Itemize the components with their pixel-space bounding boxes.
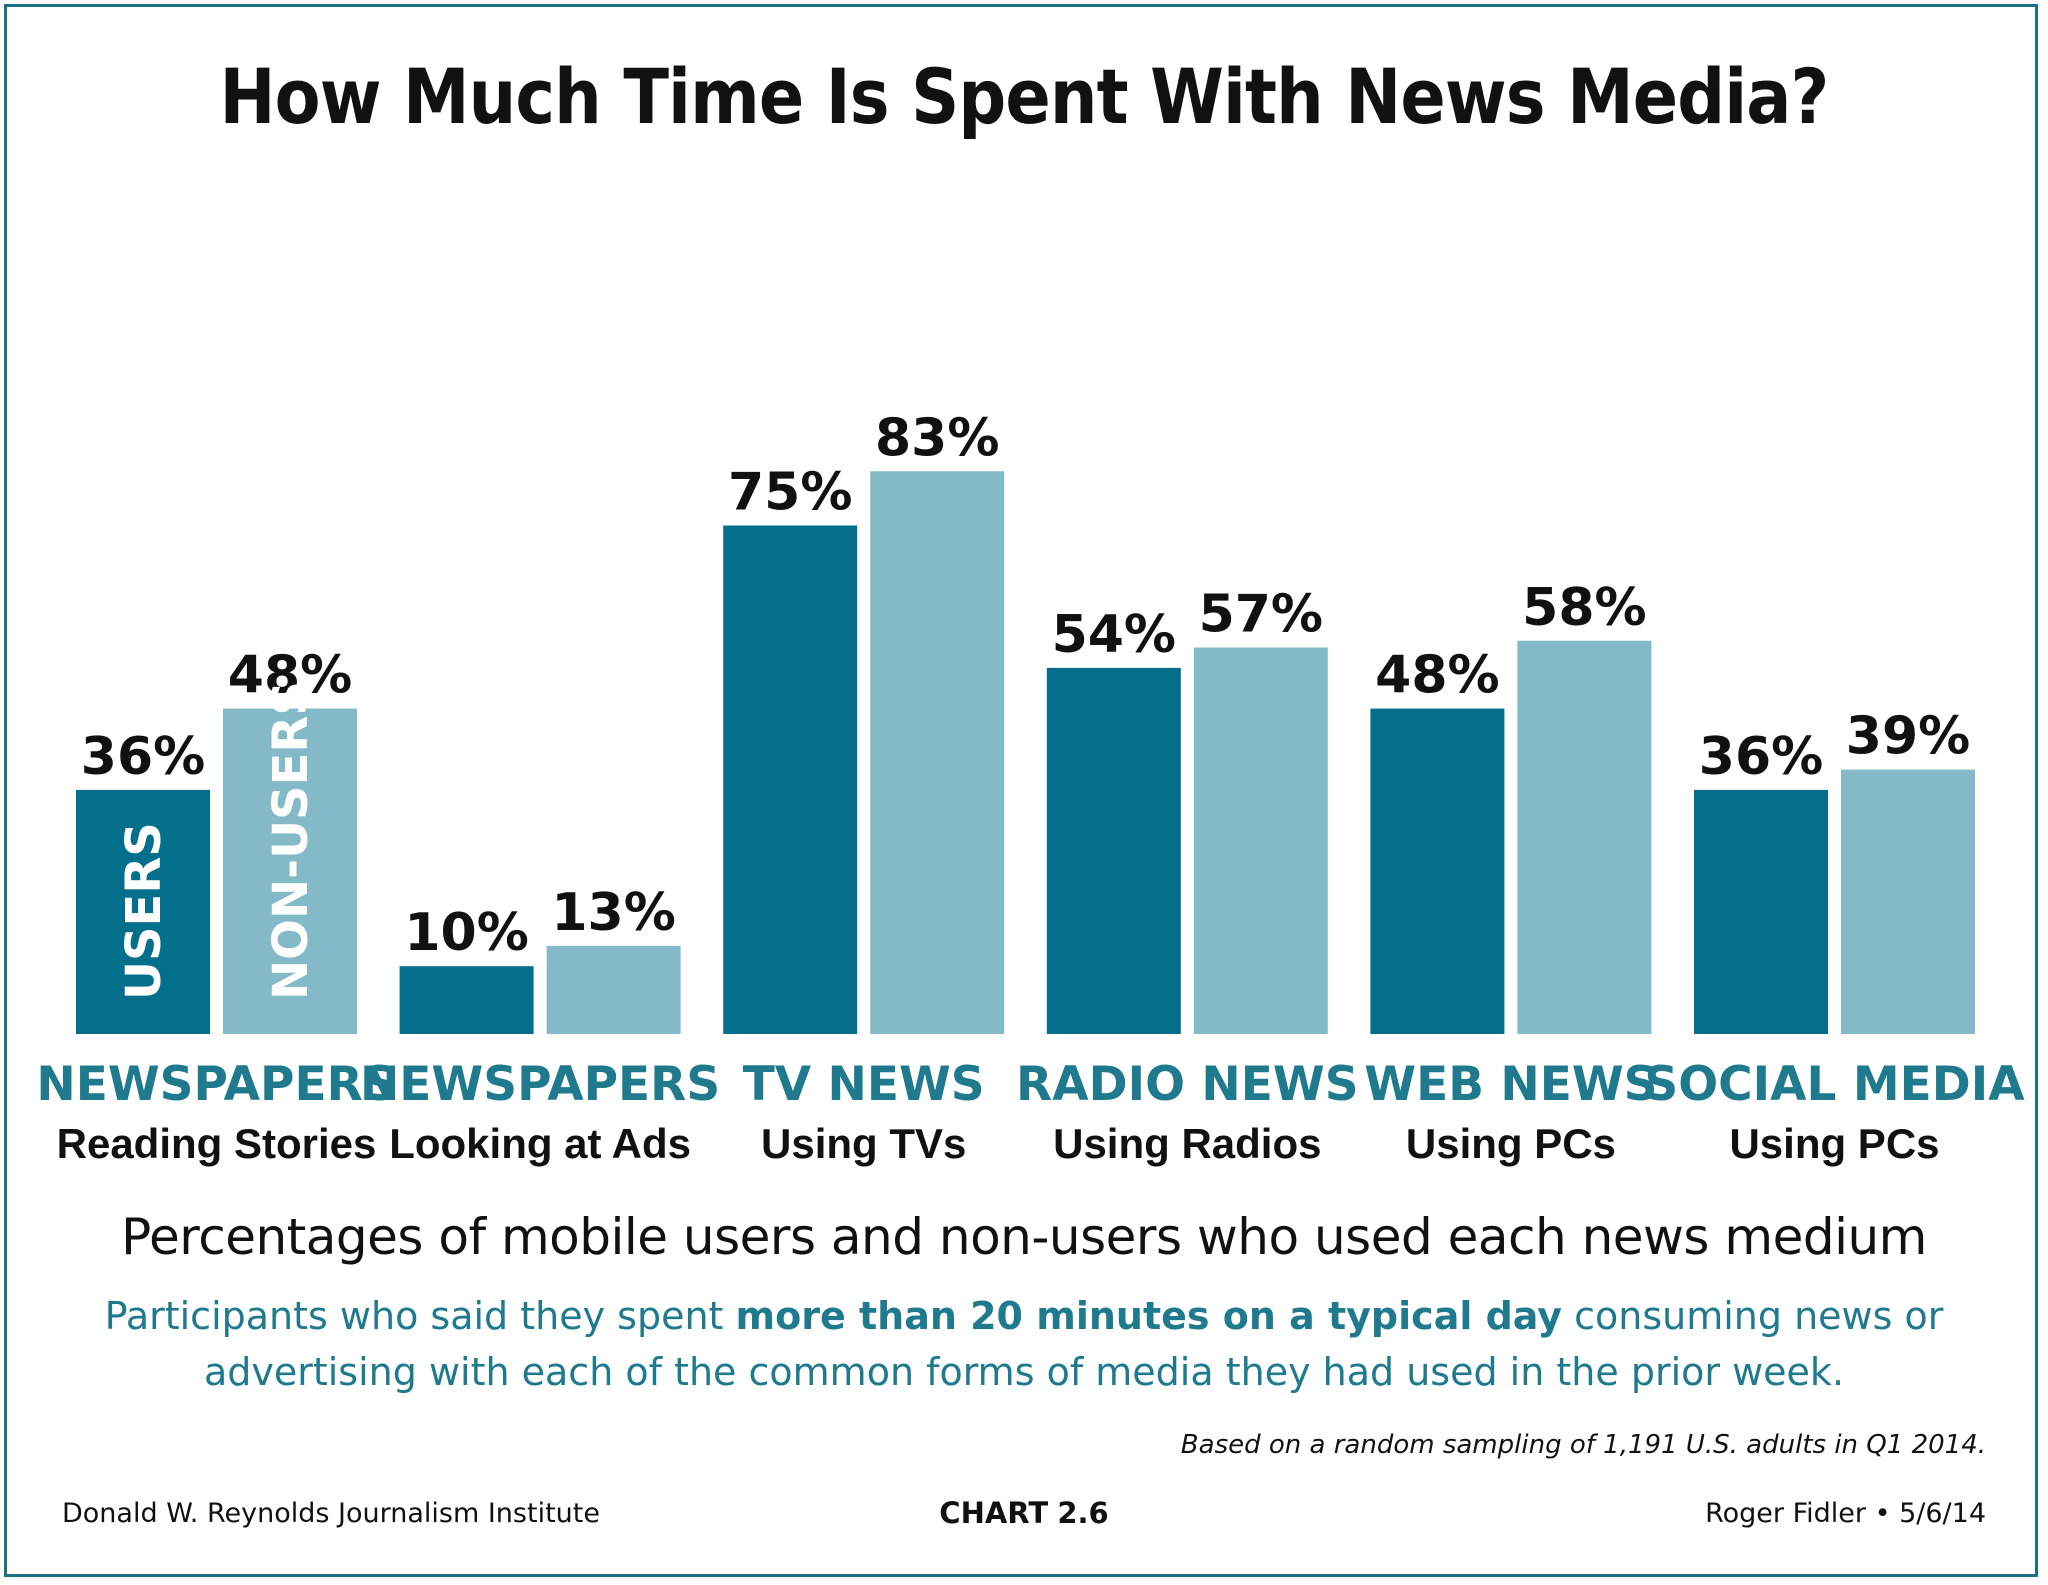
- bar-users-1: [399, 966, 534, 1034]
- value-label-non-users-3: 57%: [1199, 585, 1323, 645]
- bar-users-5: [1694, 789, 1828, 1034]
- value-label-non-users-4: 58%: [1522, 578, 1646, 638]
- category-sublabel-4: Using PCs: [1406, 1120, 1616, 1167]
- value-label-non-users-1: 13%: [551, 883, 675, 943]
- bar-non-users-3: [1193, 647, 1328, 1034]
- chart-subtitle: Percentages of mobile users and non-user…: [121, 1208, 1927, 1266]
- value-label-non-users-5: 39%: [1846, 707, 1970, 767]
- value-label-non-users-0: 48%: [228, 646, 352, 706]
- bar-non-users-5: [1841, 769, 1975, 1034]
- note-emphasis: more than 20 minutes on a typical day: [735, 1294, 1563, 1338]
- category-label-4: WEB NEWS: [1364, 1057, 1657, 1112]
- bar-non-users-4: [1517, 640, 1652, 1034]
- value-label-users-0: 36%: [81, 727, 205, 787]
- footer-chart-label: CHART: [939, 1496, 1049, 1530]
- value-label-users-5: 36%: [1699, 727, 1823, 787]
- category-label-2: TV NEWS: [743, 1057, 985, 1112]
- category-sublabel-2: Using TVs: [761, 1120, 966, 1167]
- chart-frame: [4, 4, 2038, 1577]
- bar-users-0: [76, 789, 210, 1034]
- category-label-1: NEWSPAPERS: [360, 1057, 720, 1112]
- category-sublabel-3: Using Radios: [1053, 1120, 1321, 1167]
- bar-users-2: [723, 525, 858, 1034]
- value-label-users-2: 75%: [728, 463, 852, 523]
- value-label-users-3: 54%: [1052, 605, 1176, 665]
- value-label-non-users-2: 83%: [875, 408, 999, 468]
- footer-chart-id: 2.6: [1057, 1496, 1109, 1530]
- sample-basis-note: Based on a random sampling of 1,191 U.S.…: [1180, 1430, 1986, 1460]
- note-text-end: consuming news or advertising with each …: [203, 1294, 1944, 1394]
- category-label-3: RADIO NEWS: [1016, 1057, 1359, 1112]
- bar-users-4: [1370, 708, 1505, 1034]
- methodology-note: Participants who said they spent more th…: [60, 1288, 1988, 1400]
- footer-chart-number: CHART 2.6: [0, 1496, 2048, 1530]
- legend-label-users: USERS: [116, 822, 172, 1000]
- note-text-start: Participants who said they spent: [104, 1294, 736, 1338]
- bar-non-users-2: [870, 471, 1005, 1034]
- value-label-users-4: 48%: [1375, 646, 1499, 706]
- chart-title: How Much Time Is Spent With News Media?: [219, 52, 1830, 141]
- value-label-users-1: 10%: [404, 903, 528, 963]
- bar-non-users-0: [223, 708, 357, 1034]
- bar-non-users-1: [546, 945, 681, 1034]
- category-sublabel-0: Reading Stories: [57, 1120, 377, 1167]
- legend-label-non-users: NON-USERS: [263, 681, 319, 1000]
- footer-institution: Donald W. Reynolds Journalism Institute: [62, 1498, 600, 1529]
- category-sublabel-1: Looking at Ads: [389, 1120, 691, 1167]
- category-label-0: NEWSPAPERS: [36, 1057, 396, 1112]
- category-sublabel-5: Using PCs: [1729, 1120, 1939, 1167]
- bar-users-3: [1046, 667, 1181, 1034]
- category-label-5: SOCIAL MEDIA: [1644, 1057, 2025, 1112]
- footer-author-date: Roger Fidler • 5/6/14: [1705, 1498, 1986, 1529]
